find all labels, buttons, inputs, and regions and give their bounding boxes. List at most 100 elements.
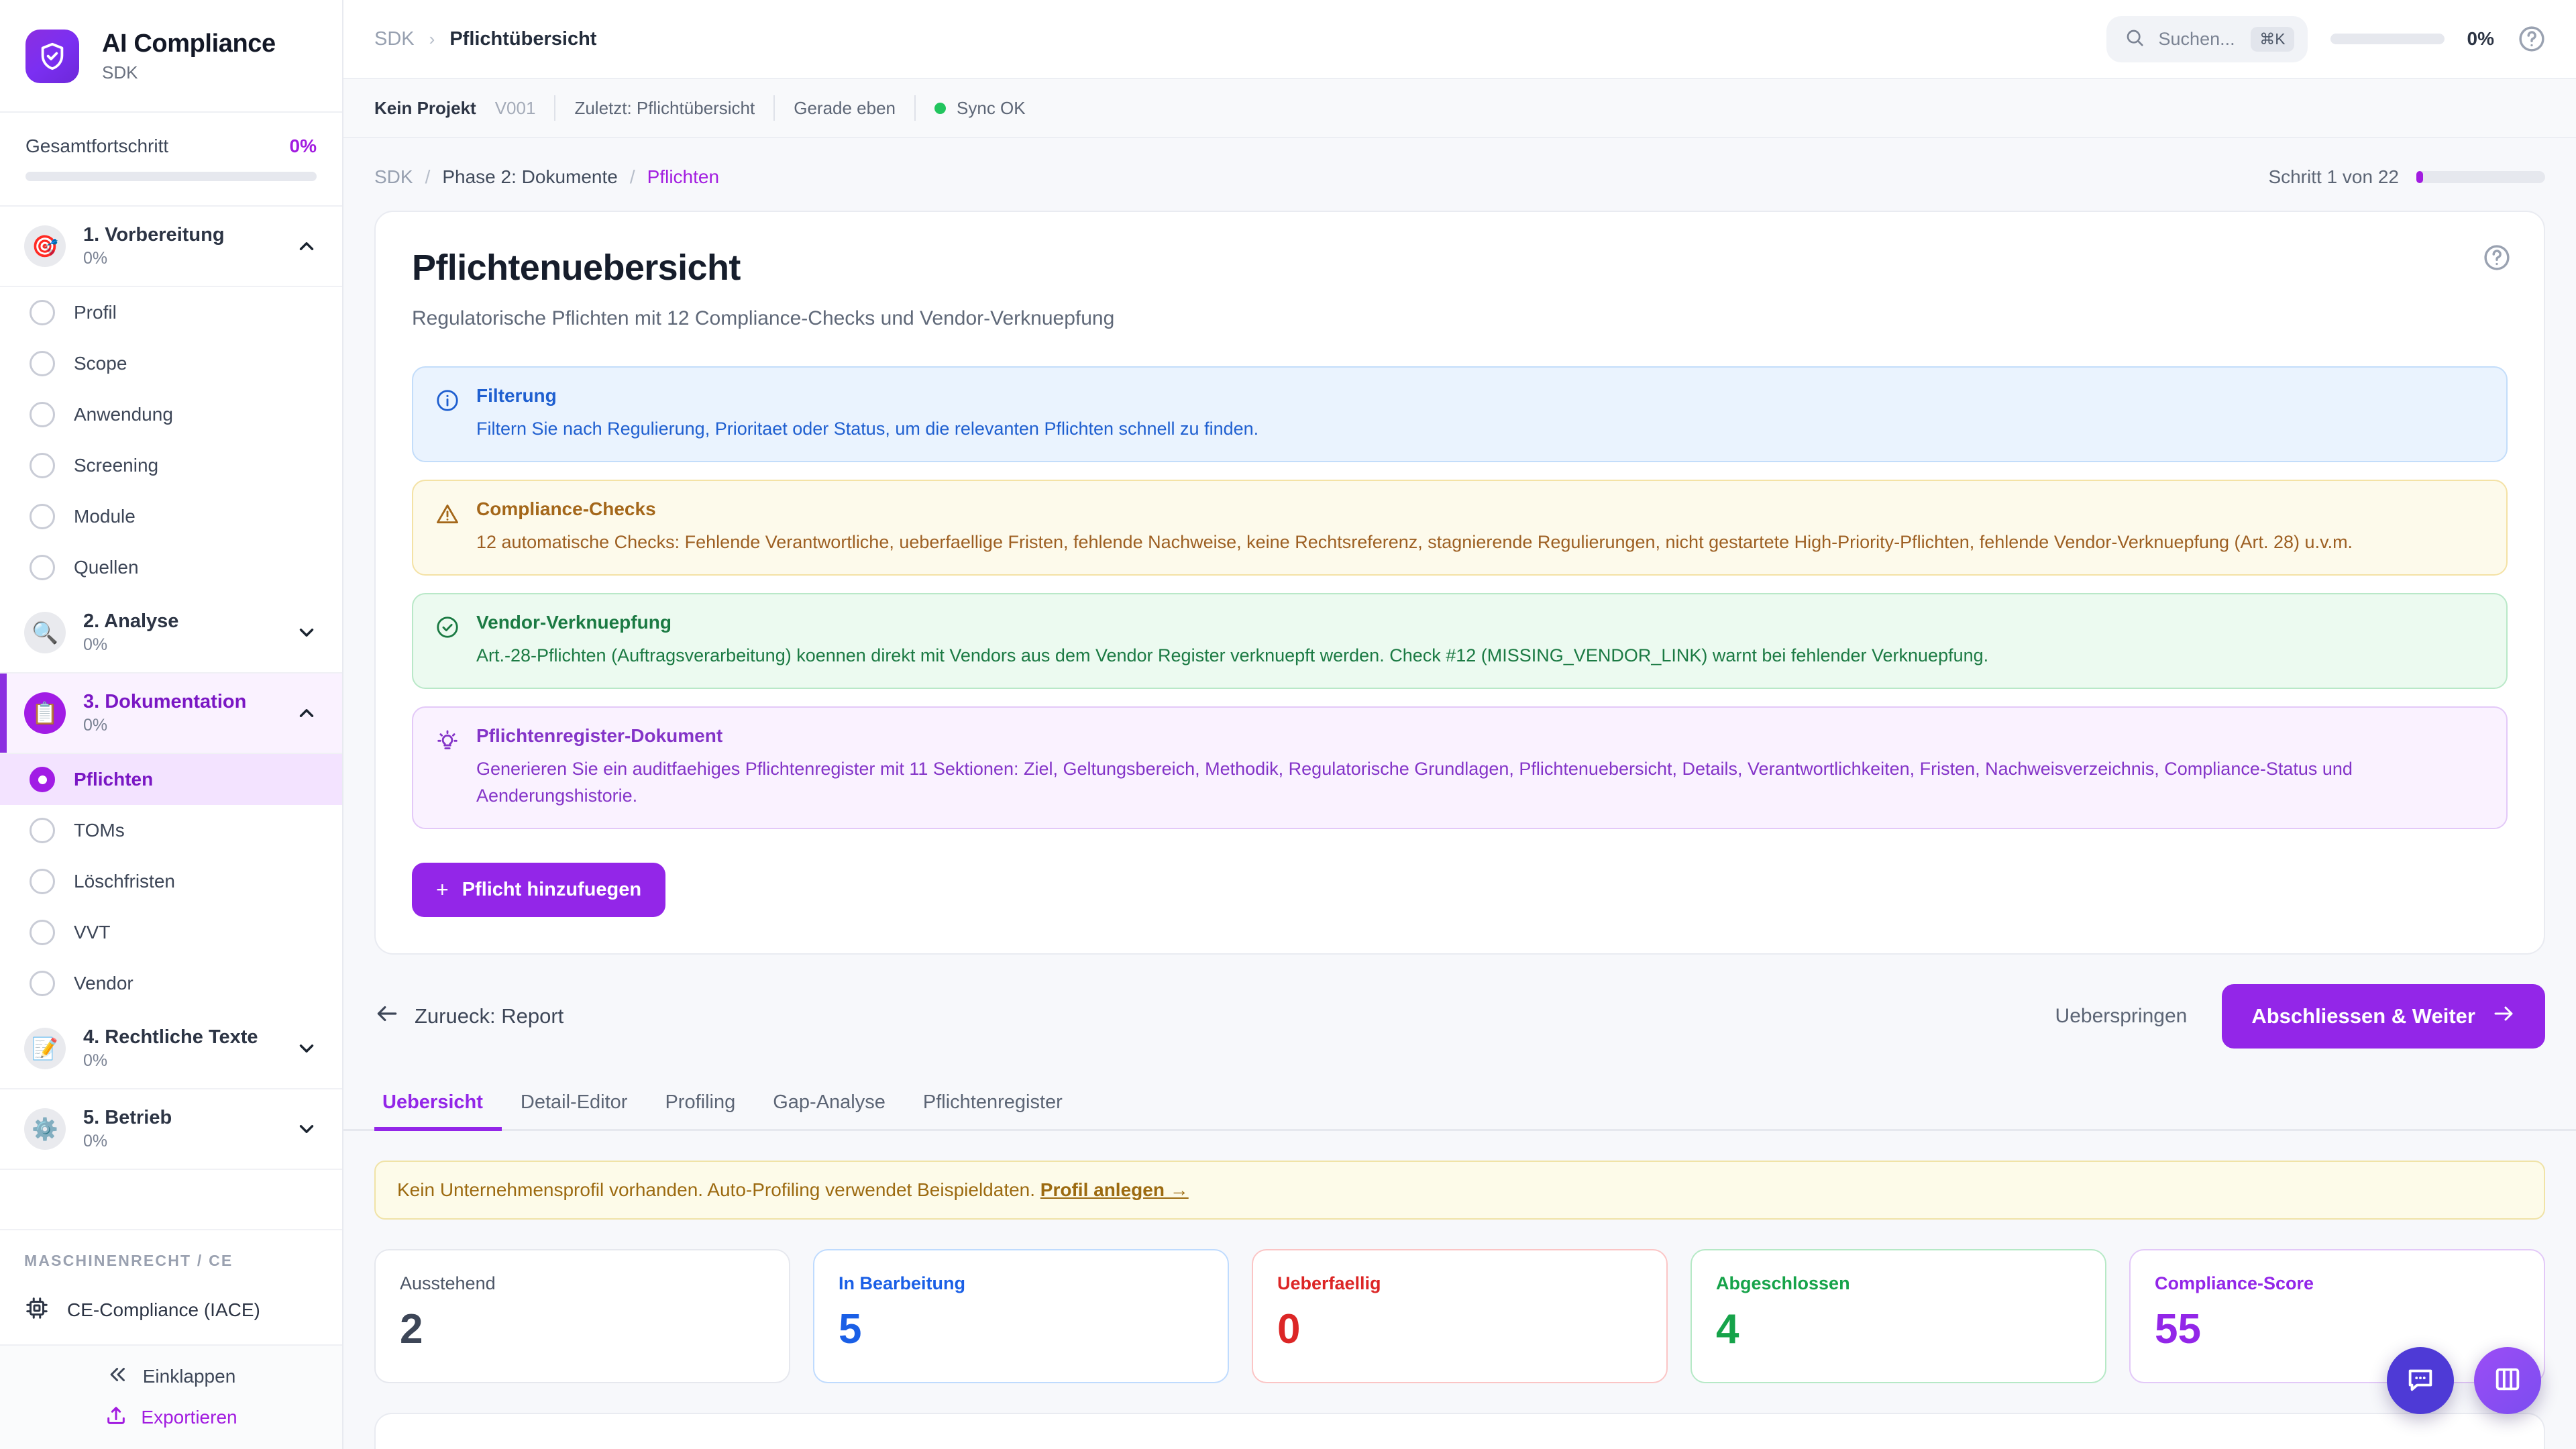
add-pflicht-label: Pflicht hinzufuegen <box>462 878 642 900</box>
sidebar-phase-name: 1. Vorbereitung <box>83 224 225 246</box>
sidebar-item-pflichten[interactable]: Pflichten <box>0 754 342 805</box>
sidebar-item-label: Scope <box>74 353 127 374</box>
sidebar-item-label: Quellen <box>74 557 139 578</box>
stat-card-in-bearbeitung: In Bearbeitung 5 <box>813 1248 1229 1383</box>
export-button[interactable]: Exportieren <box>105 1404 237 1430</box>
stat-card-ausstehend: Ausstehend 2 <box>374 1248 790 1383</box>
upload-icon <box>105 1404 127 1430</box>
breadcrumb-item-1[interactable]: Phase 2: Dokumente <box>442 166 618 187</box>
step-progress-bar <box>2416 171 2545 183</box>
sidebar-phase-2[interactable]: 🔍 2. Analyse 0% <box>0 593 342 674</box>
stat-card-abgeschlossen: Abgeschlossen 4 <box>1690 1248 2106 1383</box>
sidebar-item-label: Löschfristen <box>74 871 175 892</box>
sidebar-item-profil[interactable]: Profil <box>0 287 342 338</box>
sidebar-divider <box>0 1229 342 1230</box>
memo-icon: 📝 <box>24 1028 66 1069</box>
sidebar-item-module[interactable]: Module <box>0 491 342 542</box>
double-chevron-left-icon <box>107 1363 129 1389</box>
breadcrumb-separator: / <box>629 166 635 187</box>
callout-heading: Vendor-Verknuepfung <box>476 612 672 633</box>
search-shortcut-badge: ⌘K <box>2251 26 2294 52</box>
panel-fab[interactable] <box>2474 1347 2541 1414</box>
export-label: Exportieren <box>141 1406 237 1428</box>
sidebar-item-anwendung[interactable]: Anwendung <box>0 389 342 440</box>
target-icon: 🎯 <box>24 225 66 267</box>
callout-heading: Filterung <box>476 385 557 406</box>
brand-header[interactable]: AI Compliance SDK <box>0 0 342 113</box>
complete-and-next-button[interactable]: Abschliessen & Weiter <box>2222 983 2545 1049</box>
callout-text: Filtern Sie nach Regulierung, Prioritaet… <box>476 419 1259 439</box>
sidebar-item-scope[interactable]: Scope <box>0 338 342 389</box>
help-circle-icon[interactable] <box>2482 243 2512 272</box>
chevron-up-icon[interactable] <box>295 235 318 258</box>
arrow-left-icon <box>374 1001 400 1032</box>
search-input[interactable]: Suchen... ⌘K <box>2106 15 2308 62</box>
sidebar-item-quellen[interactable]: Quellen <box>0 542 342 593</box>
stat-label: Abgeschlossen <box>1716 1273 1850 1293</box>
sidebar-phase-1[interactable]: 🎯 1. Vorbereitung 0% <box>0 207 342 287</box>
chevron-up-icon[interactable] <box>295 702 318 724</box>
callout-text: Art.-28-Pflichten (Auftragsverarbeitung)… <box>476 645 1989 666</box>
topbar-breadcrumb-root[interactable]: SDK <box>374 28 415 50</box>
back-button-label: Zurueck: Report <box>415 1004 564 1028</box>
stat-card-ueberfaellig: Ueberfaellig 0 <box>1252 1248 1668 1383</box>
stat-value: 55 <box>2155 1305 2201 1352</box>
step-indicator: Schritt 1 von 22 <box>2268 166 2545 188</box>
radio-empty-icon <box>30 402 55 427</box>
meta-version: V001 <box>494 97 536 118</box>
callout-info: Filterung Filtern Sie nach Regulierung, P… <box>412 366 2508 463</box>
chat-bubble-icon <box>2405 1364 2436 1398</box>
chevron-down-icon[interactable] <box>295 1118 318 1140</box>
chat-fab[interactable] <box>2387 1347 2454 1414</box>
tab-profiling[interactable]: Profiling <box>665 1091 736 1113</box>
callout-warn: Compliance-Checks 12 automatische Checks:… <box>412 480 2508 576</box>
sidebar-phase-3[interactable]: 📋 3. Dokumentation 0% <box>0 674 342 754</box>
sidebar-phase-5[interactable]: ⚙️ 5. Betrieb 0% <box>0 1089 342 1170</box>
stat-value: 4 <box>1716 1305 1739 1352</box>
page-title: Pflichtenuebersicht <box>412 248 741 288</box>
tab-gap-analyse[interactable]: Gap-Analyse <box>773 1091 885 1113</box>
sidebar-phase-name: 5. Betrieb <box>83 1107 172 1128</box>
columns-icon <box>2492 1364 2523 1398</box>
callout-heading: Compliance-Checks <box>476 498 656 520</box>
breadcrumb-item-2: Pflichten <box>647 166 720 187</box>
sidebar-phase-name: 2. Analyse <box>83 610 179 632</box>
collapse-sidebar-button[interactable]: Einklappen <box>107 1363 235 1389</box>
sidebar-item-ce-compliance[interactable]: CE-Compliance (IACE) <box>0 1283 342 1344</box>
tab-detail-editor[interactable]: Detail-Editor <box>520 1091 628 1113</box>
breadcrumb-item-0[interactable]: SDK <box>374 166 413 187</box>
sidebar-item-vvt[interactable]: VVT <box>0 907 342 958</box>
search-placeholder: Suchen... <box>2158 28 2235 49</box>
radio-empty-icon <box>30 300 55 325</box>
breadcrumb-separator: / <box>425 166 431 187</box>
tab-pflichtenregister[interactable]: Pflichtenregister <box>922 1091 1063 1113</box>
back-button[interactable]: Zurueck: Report <box>374 1001 564 1032</box>
sidebar-phase-percent: 0% <box>83 1051 108 1070</box>
add-pflicht-button[interactable]: + Pflicht hinzufuegen <box>412 862 666 917</box>
gear-icon: ⚙️ <box>24 1108 66 1150</box>
chevron-down-icon[interactable] <box>295 621 318 644</box>
sidebar-item-vendor[interactable]: Vendor <box>0 958 342 1009</box>
skip-button[interactable]: Ueberspringen <box>2055 1004 2188 1027</box>
sidebar-item-ce-label: CE-Compliance (IACE) <box>67 1299 260 1320</box>
radio-empty-icon <box>30 504 55 529</box>
sidebar-item-l-schfristen[interactable]: Löschfristen <box>0 856 342 907</box>
sidebar-section-header: MASCHINENRECHT / CE <box>24 1252 233 1269</box>
tab-uebersicht[interactable]: Uebersicht <box>374 1077 502 1131</box>
create-profile-link[interactable]: Profil anlegen → <box>1040 1179 1189 1200</box>
tab-bar: Uebersicht Detail-Editor Profiling Gap-Anal… <box>343 1077 2576 1131</box>
overall-progress: Gesamtfortschritt 0% <box>0 113 342 207</box>
help-circle-icon[interactable] <box>2517 24 2546 54</box>
sidebar-footer: Einklappen Exportieren <box>0 1344 342 1449</box>
sidebar-item-toms[interactable]: TOMs <box>0 805 342 856</box>
sidebar-item-label: Profil <box>74 302 117 323</box>
metabar: Kein Projekt V001 Zuletzt: Pflichtübersi… <box>343 79 2576 138</box>
status-dot-icon <box>934 102 947 114</box>
shield-check-icon <box>25 30 79 83</box>
sidebar-item-screening[interactable]: Screening <box>0 440 342 491</box>
callout-ok: Vendor-Verknuepfung Art.-28-Pflichten (Au… <box>412 593 2508 690</box>
stat-label: In Bearbeitung <box>839 1273 966 1293</box>
radio-empty-icon <box>30 869 55 894</box>
sidebar-phase-4[interactable]: 📝 4. Rechtliche Texte 0% <box>0 1009 342 1089</box>
chevron-down-icon[interactable] <box>295 1037 318 1060</box>
